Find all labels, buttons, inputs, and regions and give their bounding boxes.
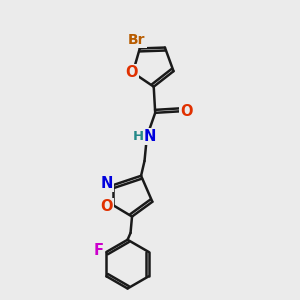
- Text: F: F: [93, 243, 103, 258]
- Text: O: O: [125, 65, 138, 80]
- Text: O: O: [100, 199, 113, 214]
- Text: N: N: [144, 129, 156, 144]
- Text: H: H: [132, 130, 143, 142]
- Text: Br: Br: [128, 33, 146, 47]
- Text: O: O: [180, 104, 192, 119]
- Text: N: N: [100, 176, 113, 191]
